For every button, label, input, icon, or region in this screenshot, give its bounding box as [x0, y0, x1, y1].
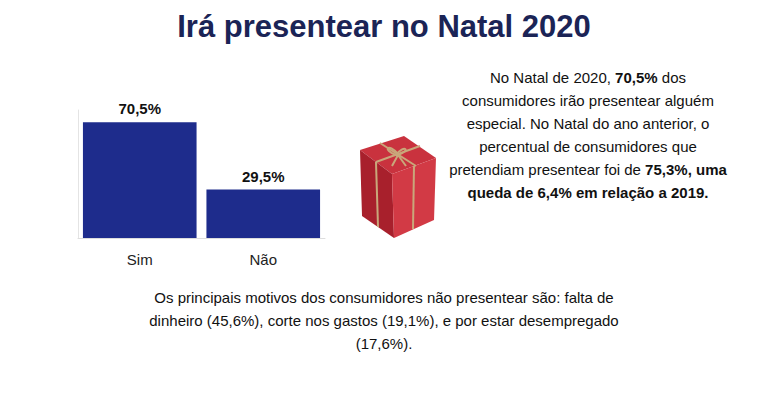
svg-text:29,5%: 29,5%: [242, 168, 285, 185]
svg-text:Sim: Sim: [127, 251, 153, 268]
svg-text:Não: Não: [249, 251, 277, 268]
html-text:Os principais motivos dos cons: Os principais motivos dos consumidores n…: [149, 289, 619, 352]
svg-text:70,5%: 70,5%: [118, 100, 161, 117]
svg-text:Irá presentear no Natal 2020: Irá presentear no Natal 2020: [177, 9, 591, 44]
html-text:No Natal de 2020, 70,5% dos co: No Natal de 2020, 70,5% dos consumidores…: [449, 69, 727, 201]
